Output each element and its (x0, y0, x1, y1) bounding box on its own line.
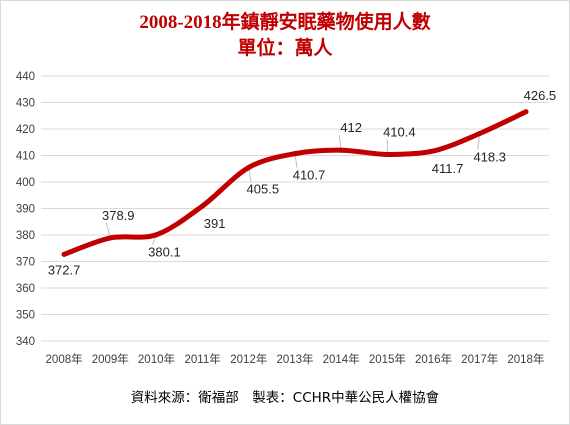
y-tick-label: 370 (16, 257, 35, 269)
chart-title: 2008-2018年鎮靜安眠藥物使用人數 (139, 12, 431, 33)
x-tick-label: 2011年 (185, 352, 221, 366)
data-point (431, 148, 437, 154)
y-tick-label: 360 (16, 283, 35, 295)
x-tick-label: 2016年 (415, 352, 452, 366)
label-leader-line (105, 222, 111, 239)
data-point (338, 147, 344, 153)
data-point (107, 235, 113, 241)
data-label: 405.5 (247, 181, 280, 196)
data-point (292, 151, 298, 157)
x-tick-label: 2009年 (92, 352, 129, 366)
data-label: 391 (204, 216, 226, 231)
y-tick-label: 440 (16, 71, 35, 83)
x-axis-ticks: 2008年 2009年 2010年 2011年 2012年 2013年 2014年 2015年… (46, 352, 545, 366)
y-tick-label: 400 (16, 177, 35, 189)
data-labels: 372.7 378.9 380.1 391 405.5 410.7 412 410.4 411.… (48, 88, 556, 278)
y-tick-label: 390 (16, 204, 35, 216)
data-label: 410.7 (293, 168, 326, 183)
x-tick-label: 2015年 (369, 352, 406, 366)
data-point (477, 131, 483, 137)
y-tick-label: 410 (16, 151, 35, 163)
x-tick-label: 2013年 (276, 352, 313, 366)
series-points (61, 109, 529, 257)
x-tick-label: 2012年 (230, 352, 267, 366)
data-point (384, 151, 390, 157)
x-tick-label: 2010年 (138, 352, 175, 366)
source-note: 資料來源：衛福部 製表：CCHR中華公民人權協會 (130, 390, 440, 406)
x-tick-label: 2018年 (507, 352, 544, 366)
y-tick-label: 340 (16, 336, 35, 348)
chart-subtitle: 單位：萬人 (237, 38, 333, 59)
y-tick-label: 380 (16, 230, 35, 242)
data-point (153, 232, 159, 238)
data-label: 412 (340, 120, 362, 135)
series-line (61, 109, 529, 257)
data-label: 410.4 (383, 124, 416, 139)
data-point (200, 203, 206, 209)
y-tick-label: 430 (16, 98, 35, 110)
data-label: 426.5 (524, 88, 557, 103)
data-point (523, 109, 529, 115)
x-tick-label: 2008年 (46, 352, 83, 366)
y-tick-label: 350 (16, 310, 35, 322)
data-point (246, 164, 252, 170)
y-tick-label: 420 (16, 124, 35, 136)
data-point (61, 251, 67, 257)
y-axis-ticks: 340 350 360 370 380 390 400 410 420 430 440 (16, 71, 35, 348)
gridlines (41, 75, 549, 342)
x-tick-label: 2014年 (323, 352, 360, 366)
data-label: 411.7 (432, 161, 464, 176)
x-tick-label: 2017年 (461, 352, 498, 366)
data-label: 418.3 (473, 150, 506, 165)
data-label: 372.7 (48, 262, 81, 277)
data-label: 378.9 (102, 208, 135, 223)
data-label: 380.1 (148, 245, 181, 260)
